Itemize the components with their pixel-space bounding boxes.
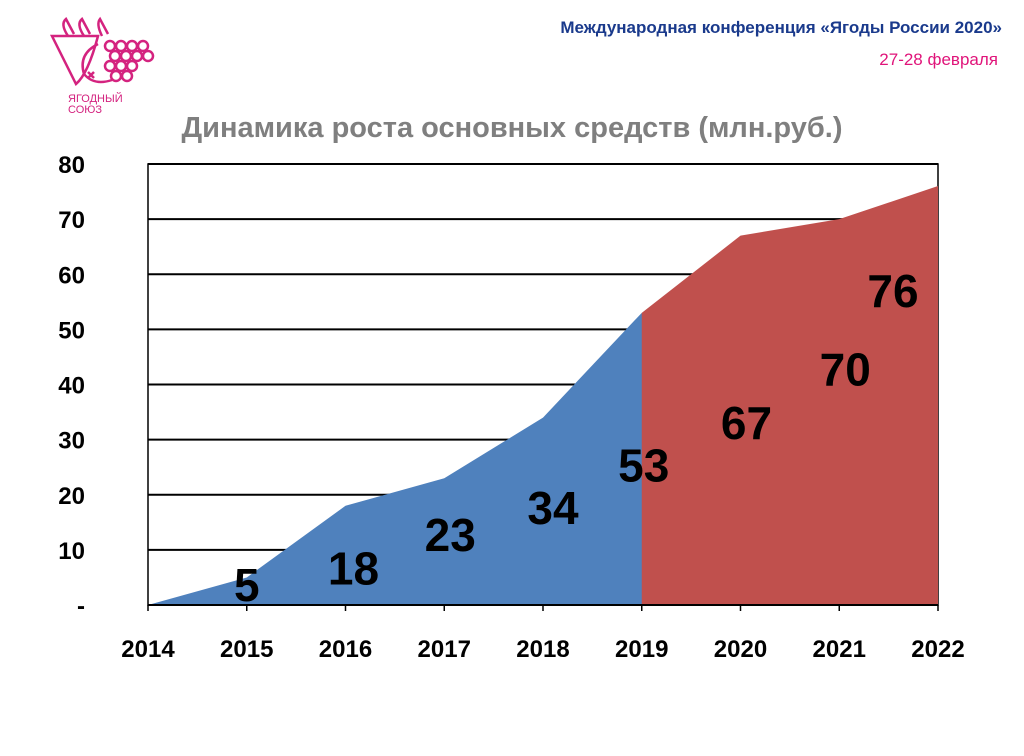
- x-tick-label: 2014: [121, 636, 175, 663]
- x-tick-label: 2020: [714, 636, 767, 663]
- y-tick-label: 40: [58, 373, 85, 400]
- x-tick-label: 2019: [615, 636, 668, 663]
- x-tick-label: 2017: [418, 636, 471, 663]
- x-tick-label: 2015: [220, 636, 273, 663]
- chart-title: Динамика роста основных средств (млн.руб…: [181, 112, 843, 144]
- area-series-actual: [148, 312, 741, 605]
- x-tick-label: 2016: [319, 636, 372, 663]
- svg-text:ЯГОДНЫЙ: ЯГОДНЫЙ: [68, 92, 123, 105]
- y-tick-label: 70: [58, 207, 85, 234]
- y-tick-label: 80: [58, 152, 85, 179]
- conference-dates: 27-28 февраля: [879, 50, 998, 69]
- data-label: 76: [867, 265, 918, 317]
- y-tick-label: 20: [58, 483, 85, 510]
- y-tick-label: 10: [58, 538, 85, 565]
- data-label: 67: [721, 397, 772, 449]
- conference-title: Международная конференция «Ягоды России …: [560, 18, 1002, 37]
- data-label: 23: [425, 509, 476, 561]
- data-label: 5: [234, 559, 260, 611]
- data-label: 18: [328, 543, 379, 595]
- x-tick-label: 2021: [813, 636, 866, 663]
- area-series-forecast: [641, 186, 938, 606]
- y-tick-label: 30: [58, 428, 85, 455]
- y-tick-label: -: [77, 593, 85, 620]
- data-label: 53: [618, 440, 669, 492]
- data-label: 34: [527, 482, 579, 534]
- y-tick-label: 60: [58, 262, 85, 289]
- x-tick-label: 2022: [911, 636, 964, 663]
- data-label: 70: [820, 344, 871, 396]
- logo-yagodny-soyuz: ЯГОДНЫЙ СОЮЗ: [48, 14, 158, 119]
- y-tick-label: 50: [58, 317, 85, 344]
- svg-text:СОЮЗ: СОЮЗ: [68, 104, 102, 114]
- x-tick-label: 2018: [516, 636, 569, 663]
